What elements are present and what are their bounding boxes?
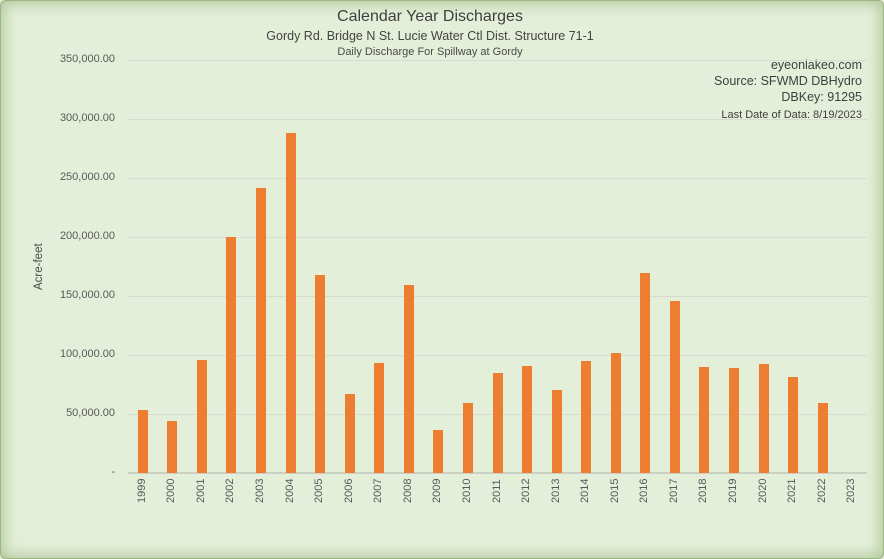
gridline-250000 xyxy=(128,178,867,179)
bar-2005 xyxy=(315,274,326,473)
y-tick-label-50000: 50,000.00 xyxy=(66,407,115,419)
x-tick-label-2011: 2011 xyxy=(490,479,503,503)
bar-2000 xyxy=(167,420,178,473)
x-tick-label-2012: 2012 xyxy=(520,479,533,504)
gridline-300000 xyxy=(128,119,867,120)
y-tick-label-100000: 100,000.00 xyxy=(59,348,115,360)
bar-2022 xyxy=(817,402,828,473)
plot-area: 350,000.00 300,000.00 250,000.00 200,000.00… xyxy=(60,53,867,503)
website-text: eyeonlakeo.com xyxy=(770,58,862,72)
y-tick-label-0: - xyxy=(111,466,115,478)
x-tick-label-2016: 2016 xyxy=(638,479,651,504)
gridline-100000 xyxy=(128,355,867,356)
x-tick-label-1999: 1999 xyxy=(135,479,148,504)
source-annotations: eyeonlakeo.com Source: SFWMD DBHydro DBK… xyxy=(714,57,862,123)
chart-subtitle-series: Daily Discharge For Spillway at Gordy xyxy=(337,46,523,58)
bar-2014 xyxy=(581,360,592,473)
x-tick-label-2019: 2019 xyxy=(726,479,739,504)
bar-2016 xyxy=(640,273,651,473)
bar-2004 xyxy=(285,133,296,473)
bar-2002 xyxy=(226,237,237,473)
bar-2008 xyxy=(403,284,414,473)
y-tick-label-200000: 200,000.00 xyxy=(59,230,115,242)
x-tick-label-2002: 2002 xyxy=(224,479,237,504)
x-tick-label-2006: 2006 xyxy=(342,479,355,504)
bar-2003 xyxy=(256,188,267,473)
x-tick-label-2017: 2017 xyxy=(667,479,680,504)
bar-2020 xyxy=(758,363,769,473)
bar-2013 xyxy=(551,390,562,473)
bar-2021 xyxy=(788,377,799,473)
x-tick-label-2013: 2013 xyxy=(549,479,562,504)
gridline-350000 xyxy=(128,60,867,61)
x-tick-label-2009: 2009 xyxy=(431,479,444,504)
y-tick-label-350000: 350,000.00 xyxy=(59,53,115,65)
dbkey-text: DBKey: 91295 xyxy=(781,90,862,104)
gridline-200000 xyxy=(128,237,867,238)
bar-2019 xyxy=(728,367,739,473)
x-axis-line xyxy=(128,472,867,474)
y-tick-label-300000: 300,000.00 xyxy=(59,112,115,124)
x-tick-label-2010: 2010 xyxy=(460,479,473,504)
bar-2007 xyxy=(374,362,385,473)
bar-2015 xyxy=(610,353,621,473)
bar-2009 xyxy=(433,429,444,473)
chart-subtitle-station: Gordy Rd. Bridge N St. Lucie Water Ctl D… xyxy=(266,29,594,43)
y-tick-label-150000: 150,000.00 xyxy=(59,289,115,301)
x-tick-label-2004: 2004 xyxy=(283,479,296,504)
x-tick-label-2008: 2008 xyxy=(401,479,414,504)
bar-2012 xyxy=(522,365,533,473)
x-tick-label-2005: 2005 xyxy=(313,479,326,504)
x-tick-label-2020: 2020 xyxy=(756,479,769,504)
x-tick-label-2001: 2001 xyxy=(194,479,207,504)
bar-2001 xyxy=(196,360,207,473)
bar-2006 xyxy=(344,393,355,473)
gridline-150000 xyxy=(128,296,867,297)
data-source-text: Source: SFWMD DBHydro xyxy=(714,74,862,88)
last-date-text: Last Date of Data: 8/19/2023 xyxy=(721,109,862,121)
bar-2018 xyxy=(699,367,710,473)
bar-2011 xyxy=(492,372,503,473)
x-tick-label-2021: 2021 xyxy=(786,479,799,504)
x-tick-label-2007: 2007 xyxy=(372,479,385,504)
chart-title: Calendar Year Discharges xyxy=(337,8,523,25)
bar-1999 xyxy=(137,409,148,473)
x-tick-label-2023: 2023 xyxy=(845,479,858,504)
bar-2010 xyxy=(462,402,473,473)
x-tick-label-2022: 2022 xyxy=(815,479,828,504)
bar-2017 xyxy=(669,300,680,473)
x-tick-label-2014: 2014 xyxy=(579,479,592,504)
x-tick-label-2015: 2015 xyxy=(608,479,621,504)
y-tick-label-250000: 250,000.00 xyxy=(59,171,115,183)
x-tick-label-2000: 2000 xyxy=(165,479,178,504)
x-tick-label-2003: 2003 xyxy=(254,479,267,504)
x-tick-label-2018: 2018 xyxy=(697,479,710,504)
